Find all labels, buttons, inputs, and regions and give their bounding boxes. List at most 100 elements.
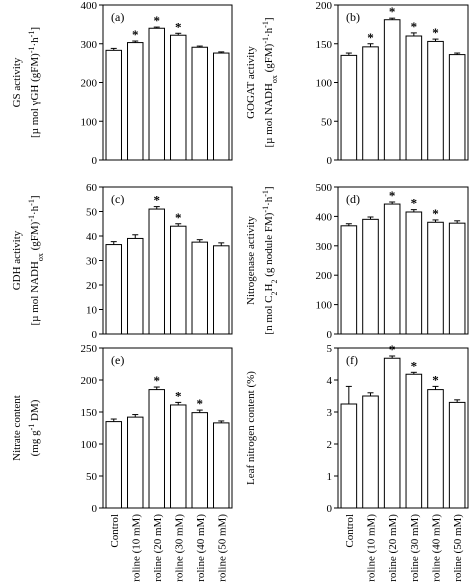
- y-tick-label: 0: [327, 155, 333, 167]
- y-axis-unit: [µ mol NADHox (gFM)-1·h-1]: [261, 17, 279, 147]
- y-axis-unit: (mg g-1 DM): [27, 399, 42, 456]
- y-tick-label: 100: [81, 116, 98, 128]
- bar: [383, 203, 401, 335]
- bar: [448, 222, 466, 335]
- bar: [213, 422, 230, 509]
- y-tick-label: 150: [81, 407, 98, 419]
- y-axis-unit-part: [µ mol NADH: [29, 261, 41, 325]
- y-tick-label: 250: [81, 343, 98, 355]
- y-tick-label: 150: [316, 39, 333, 51]
- x-category-label: Proline (30 mM): [409, 514, 421, 582]
- significance-mark: *: [411, 358, 418, 373]
- y-axis-unit-part: (gFM): [29, 221, 41, 253]
- y-axis-unit-part: [µ mol γGH (gFM): [29, 53, 41, 138]
- y-axis-title: GDH activity: [11, 230, 23, 290]
- x-category-label: Proline (20 mM): [387, 514, 399, 582]
- x-category-label: Proline (10 mM): [366, 514, 378, 582]
- x-category-label: Proline (30 mM): [173, 514, 185, 582]
- y-axis-unit: [n mol C2H2 (g nodule FM)-1·h-1]: [261, 186, 279, 334]
- bar: [405, 373, 423, 509]
- y-tick-label: 400: [81, 0, 98, 12]
- y-axis-unit-part: ·h: [29, 205, 41, 215]
- y-axis-title: GS activity: [11, 57, 23, 107]
- y-tick-label: 0: [327, 503, 333, 515]
- bar: [191, 241, 208, 335]
- bar: [148, 208, 165, 335]
- y-tick-label: 40: [86, 231, 98, 243]
- bar: [448, 401, 466, 509]
- bar: [427, 389, 444, 509]
- y-axis-unit-part: ]: [263, 186, 275, 190]
- bar: [191, 412, 208, 509]
- y-axis-unit-part: ]: [29, 27, 41, 31]
- x-category-label: Control: [344, 514, 356, 548]
- panel-e: 0 50 100 150 200 250 (e) * * * Nitrate content (mg …: [11, 343, 233, 582]
- y-axis-unit-part: -1: [27, 199, 36, 206]
- significance-mark: *: [432, 25, 439, 40]
- significance-mark: *: [432, 206, 439, 221]
- y-axis-unit-part: ·h: [29, 37, 41, 47]
- panel-label: (c): [111, 192, 124, 206]
- bar: [213, 52, 230, 161]
- y-axis-unit-part: (mg g: [29, 430, 41, 456]
- y-axis-unit-part: 2: [270, 291, 279, 295]
- y-axis-unit-part: ox: [270, 75, 279, 83]
- y-axis-unit-part: ]: [263, 17, 275, 21]
- x-category-label: Proline (10 mM): [130, 514, 142, 582]
- x-category-label: Proline (50 mM): [452, 514, 464, 582]
- bar: [340, 403, 358, 509]
- bar: [127, 237, 144, 335]
- bar: [105, 421, 122, 509]
- y-axis-unit-part: -1: [261, 190, 270, 197]
- y-tick-label: 10: [86, 305, 98, 317]
- panel-c: 0 10 20 30 40 50 60 (c) * * GDH activity [µ mol NAD…: [11, 182, 233, 341]
- y-axis-title: Nitrogenase activity: [245, 216, 257, 305]
- significance-mark: *: [367, 30, 374, 45]
- bar: [191, 46, 208, 161]
- y-axis-unit: [µ mol γGH (gFM)-1·h-1]: [27, 27, 42, 138]
- y-axis-unit-part: ]: [29, 195, 41, 199]
- bar: [148, 389, 165, 509]
- significance-mark: *: [154, 193, 161, 208]
- bar: [362, 46, 379, 161]
- bar: [170, 34, 187, 161]
- y-tick-label: 0: [327, 329, 333, 341]
- significance-mark: *: [154, 13, 161, 28]
- plot-frame: [102, 347, 233, 509]
- significance-mark: *: [389, 4, 396, 19]
- significance-mark: *: [411, 19, 418, 34]
- y-axis-unit-part: H: [263, 283, 275, 291]
- y-tick-label: 200: [316, 0, 333, 12]
- panel-label: (d): [346, 192, 360, 206]
- significance-mark: *: [389, 342, 396, 357]
- plot-frame: [337, 186, 469, 335]
- y-axis-unit-part: (g nodule FM): [263, 212, 275, 279]
- significance-mark: *: [132, 27, 139, 42]
- y-tick-label: 0: [92, 155, 98, 167]
- y-tick-label: 2: [327, 439, 333, 451]
- y-tick-label: 500: [316, 182, 333, 194]
- y-tick-label: 5: [327, 343, 333, 355]
- significance-mark: *: [197, 396, 204, 411]
- y-axis-unit-part: [µ mol NADH: [263, 83, 275, 147]
- bar: [213, 245, 230, 335]
- panel-label: (b): [346, 10, 360, 24]
- x-category-label: Proline (20 mM): [152, 514, 164, 582]
- y-axis-unit-part: DM): [29, 399, 41, 423]
- bar: [170, 225, 187, 335]
- y-tick-label: 200: [81, 375, 98, 387]
- y-axis-unit-part: -1: [261, 21, 270, 28]
- y-axis-title: Nitrate content: [11, 395, 23, 461]
- y-axis-unit-part: ·h: [263, 27, 275, 37]
- significance-mark: *: [389, 188, 396, 203]
- significance-mark: *: [154, 373, 161, 388]
- y-axis-unit-part: ·h: [263, 196, 275, 206]
- panel-label: (e): [111, 353, 124, 367]
- bar: [405, 35, 423, 161]
- y-tick-label: 50: [86, 471, 98, 483]
- y-tick-label: 400: [316, 211, 333, 223]
- bar: [362, 395, 379, 509]
- bar: [170, 404, 187, 509]
- bar: [340, 54, 358, 161]
